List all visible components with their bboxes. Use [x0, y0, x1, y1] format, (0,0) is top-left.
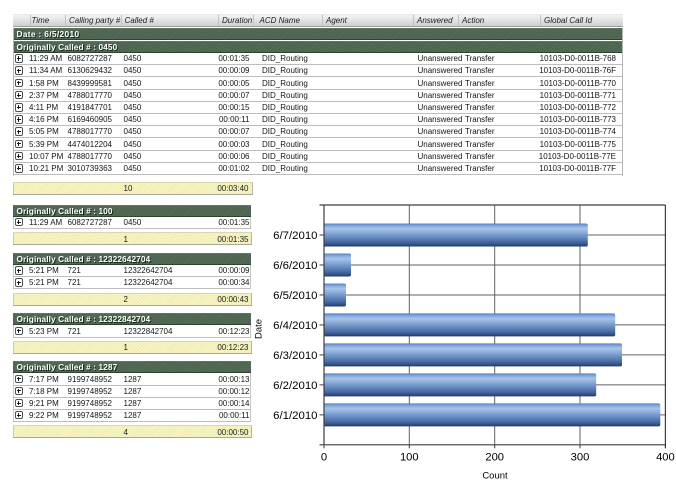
svg-text:6/7/2010: 6/7/2010	[273, 230, 317, 242]
svg-text:6/3/2010: 6/3/2010	[273, 350, 317, 362]
svg-text:100: 100	[400, 452, 419, 464]
svg-text:400: 400	[656, 452, 675, 464]
svg-text:6/5/2010: 6/5/2010	[273, 290, 317, 302]
svg-text:Date: Date	[254, 319, 265, 339]
svg-text:6/6/2010: 6/6/2010	[273, 260, 317, 272]
svg-text:0: 0	[321, 452, 327, 464]
svg-text:6/1/2010: 6/1/2010	[273, 410, 317, 422]
svg-text:6/4/2010: 6/4/2010	[273, 320, 317, 332]
svg-text:Count: Count	[482, 471, 508, 482]
svg-text:6/2/2010: 6/2/2010	[273, 380, 317, 392]
svg-text:300: 300	[571, 452, 590, 464]
svg-text:200: 200	[485, 452, 504, 464]
